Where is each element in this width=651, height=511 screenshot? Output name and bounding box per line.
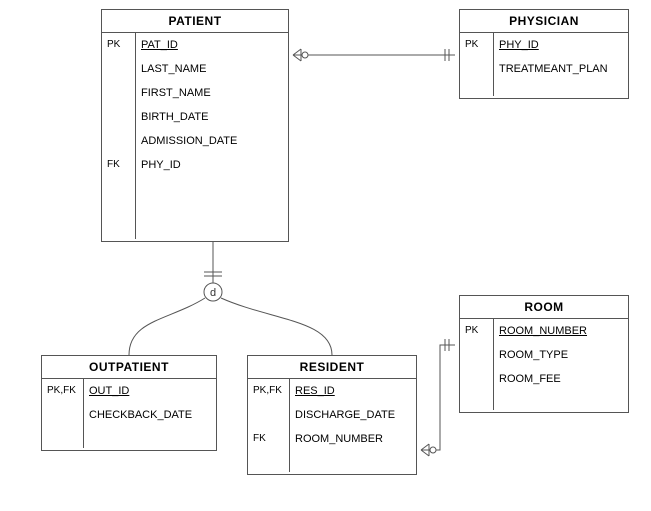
key-cell: PK,FK (248, 379, 289, 403)
attr-cell: ADMISSION_DATE (136, 129, 288, 153)
overlap-symbol: d (210, 287, 216, 299)
key-cell (102, 81, 135, 105)
edge-patient-physician (293, 49, 455, 61)
key-cell (42, 403, 83, 427)
entity-resident: RESIDENT PK,FK FK RES_ID DISCHARGE_DATE … (247, 355, 417, 475)
entity-room-title: ROOM (460, 296, 628, 319)
key-cell (102, 105, 135, 129)
attr-cell: PAT_ID (136, 33, 288, 57)
attr-cell: PHY_ID (136, 153, 288, 177)
attr-cell: BIRTH_DATE (136, 105, 288, 129)
entity-outpatient: OUTPATIENT PK,FK OUT_ID CHECKBACK_DATE (41, 355, 217, 451)
key-cell: PK (460, 319, 493, 343)
entity-physician-title: PHYSICIAN (460, 10, 628, 33)
attr-cell: PHY_ID (494, 33, 628, 57)
entity-resident-title: RESIDENT (248, 356, 416, 379)
key-cell (460, 57, 493, 81)
attr-cell: DISCHARGE_DATE (290, 403, 416, 427)
edge-overlap-resident (221, 298, 332, 355)
edge-patient-overlap: d (204, 242, 222, 301)
attr-cell: LAST_NAME (136, 57, 288, 81)
attr-cell: ROOM_TYPE (494, 343, 628, 367)
attr-cell: FIRST_NAME (136, 81, 288, 105)
attr-cell: CHECKBACK_DATE (84, 403, 216, 427)
entity-patient: PATIENT PK FK PAT_ID LAST_NAME FIRST_NAM… (101, 9, 289, 242)
attr-cell: OUT_ID (84, 379, 216, 403)
key-cell: PK,FK (42, 379, 83, 403)
key-cell: FK (248, 427, 289, 451)
key-cell (102, 129, 135, 153)
entity-patient-title: PATIENT (102, 10, 288, 33)
entity-physician: PHYSICIAN PK PHY_ID TREATMEANT_PLAN (459, 9, 629, 99)
key-cell (102, 57, 135, 81)
attr-cell: ROOM_NUMBER (290, 427, 416, 451)
edge-resident-room (421, 339, 455, 456)
entity-outpatient-title: OUTPATIENT (42, 356, 216, 379)
key-cell (248, 403, 289, 427)
key-cell (460, 367, 493, 391)
key-cell: PK (460, 33, 493, 57)
attr-cell: RES_ID (290, 379, 416, 403)
er-diagram-canvas: d PATIENT PK F (0, 0, 651, 511)
key-cell (460, 343, 493, 367)
key-cell: PK (102, 33, 135, 57)
attr-cell: ROOM_NUMBER (494, 319, 628, 343)
attr-cell: TREATMEANT_PLAN (494, 57, 628, 81)
edge-overlap-outpatient (129, 298, 205, 355)
entity-room: ROOM PK ROOM_NUMBER ROOM_TYPE ROOM_FEE (459, 295, 629, 413)
attr-cell: ROOM_FEE (494, 367, 628, 391)
key-cell: FK (102, 153, 135, 177)
